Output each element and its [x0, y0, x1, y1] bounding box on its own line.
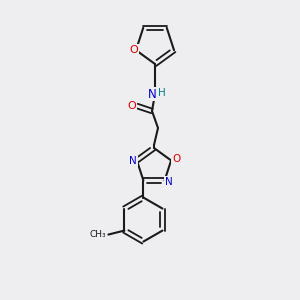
Text: N: N [148, 88, 156, 100]
Text: H: H [158, 88, 166, 98]
Text: O: O [128, 101, 136, 111]
Text: CH₃: CH₃ [90, 230, 106, 239]
Text: N: N [165, 177, 172, 187]
Text: N: N [129, 156, 137, 167]
Text: O: O [172, 154, 180, 164]
Text: O: O [130, 45, 138, 55]
